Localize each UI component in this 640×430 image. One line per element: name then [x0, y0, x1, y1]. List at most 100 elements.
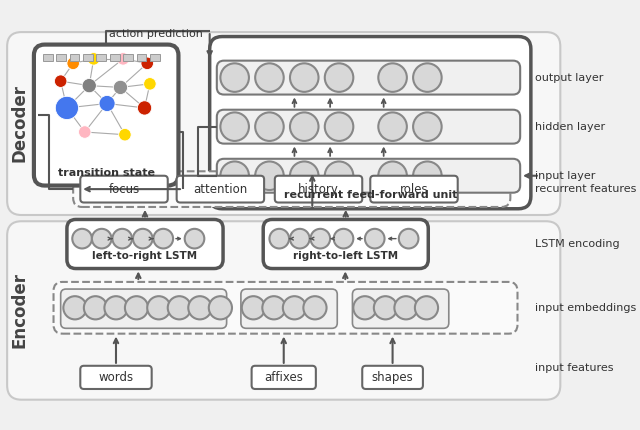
Circle shape [324, 63, 353, 92]
Text: Encoder: Encoder [11, 273, 29, 348]
FancyBboxPatch shape [73, 171, 510, 207]
Text: attention: attention [193, 183, 248, 196]
Bar [150, 53, 160, 61]
FancyBboxPatch shape [210, 37, 531, 209]
Circle shape [378, 112, 407, 141]
Text: right-to-left LSTM: right-to-left LSTM [293, 252, 398, 261]
Circle shape [310, 229, 330, 249]
Circle shape [117, 52, 129, 65]
Text: action prediction: action prediction [109, 29, 203, 39]
Text: input embeddings: input embeddings [535, 303, 637, 313]
Circle shape [141, 57, 154, 70]
Circle shape [99, 95, 115, 111]
Circle shape [220, 63, 249, 92]
Circle shape [79, 126, 91, 138]
Circle shape [290, 63, 319, 92]
FancyBboxPatch shape [61, 289, 227, 329]
Circle shape [143, 77, 156, 90]
Circle shape [365, 229, 385, 249]
Text: history: history [298, 183, 339, 196]
Bar [56, 53, 66, 61]
Circle shape [269, 229, 289, 249]
Bar [83, 53, 93, 61]
Text: left-to-right LSTM: left-to-right LSTM [92, 252, 198, 261]
Bar [109, 53, 120, 61]
Text: input features: input features [535, 363, 614, 374]
Text: transition state: transition state [58, 169, 155, 178]
Circle shape [168, 296, 191, 319]
Circle shape [303, 296, 326, 319]
Circle shape [242, 296, 265, 319]
Circle shape [133, 229, 152, 249]
Text: recurrent features: recurrent features [535, 184, 637, 194]
FancyBboxPatch shape [217, 159, 520, 193]
Text: recurrent feed-forward unit: recurrent feed-forward unit [284, 190, 457, 200]
Text: hidden layer: hidden layer [535, 122, 605, 132]
Text: shapes: shapes [372, 371, 413, 384]
Circle shape [138, 101, 152, 115]
Circle shape [84, 296, 107, 319]
Circle shape [333, 229, 353, 249]
Circle shape [413, 112, 442, 141]
Circle shape [63, 296, 86, 319]
Circle shape [113, 229, 132, 249]
Circle shape [378, 162, 407, 190]
Circle shape [209, 296, 232, 319]
FancyBboxPatch shape [177, 176, 264, 203]
FancyBboxPatch shape [34, 45, 179, 186]
Circle shape [324, 162, 353, 190]
FancyBboxPatch shape [67, 219, 223, 268]
Circle shape [255, 112, 284, 141]
Bar [43, 53, 52, 61]
Text: words: words [99, 371, 134, 384]
Circle shape [290, 112, 319, 141]
Circle shape [413, 63, 442, 92]
Bar [136, 53, 147, 61]
Circle shape [220, 112, 249, 141]
FancyBboxPatch shape [275, 176, 362, 203]
FancyBboxPatch shape [7, 32, 560, 215]
Text: LSTM encoding: LSTM encoding [535, 239, 620, 249]
Circle shape [113, 80, 127, 95]
Circle shape [220, 162, 249, 190]
Circle shape [185, 229, 204, 249]
FancyBboxPatch shape [217, 110, 520, 144]
FancyBboxPatch shape [353, 289, 449, 329]
FancyBboxPatch shape [54, 282, 518, 334]
Circle shape [147, 296, 170, 319]
Circle shape [262, 296, 285, 319]
Text: focus: focus [108, 183, 140, 196]
FancyBboxPatch shape [80, 176, 168, 203]
Circle shape [82, 79, 97, 93]
FancyBboxPatch shape [252, 366, 316, 389]
Text: Decoder: Decoder [11, 84, 29, 162]
Circle shape [88, 52, 100, 65]
Circle shape [399, 229, 419, 249]
FancyBboxPatch shape [241, 289, 337, 329]
Circle shape [290, 229, 310, 249]
Circle shape [394, 296, 417, 319]
Circle shape [54, 75, 67, 87]
Circle shape [255, 162, 284, 190]
Circle shape [283, 296, 306, 319]
Circle shape [378, 63, 407, 92]
Circle shape [415, 296, 438, 319]
FancyBboxPatch shape [263, 219, 428, 268]
Circle shape [92, 229, 111, 249]
Circle shape [118, 129, 131, 141]
Circle shape [255, 63, 284, 92]
Circle shape [353, 296, 376, 319]
FancyBboxPatch shape [7, 221, 560, 400]
Circle shape [125, 296, 148, 319]
Circle shape [55, 96, 79, 120]
FancyBboxPatch shape [371, 176, 458, 203]
FancyBboxPatch shape [80, 366, 152, 389]
Bar [97, 53, 106, 61]
Text: affixes: affixes [264, 371, 303, 384]
FancyBboxPatch shape [217, 61, 520, 95]
FancyBboxPatch shape [362, 366, 423, 389]
Circle shape [324, 112, 353, 141]
Bar [123, 53, 133, 61]
Circle shape [154, 229, 173, 249]
Circle shape [104, 296, 127, 319]
